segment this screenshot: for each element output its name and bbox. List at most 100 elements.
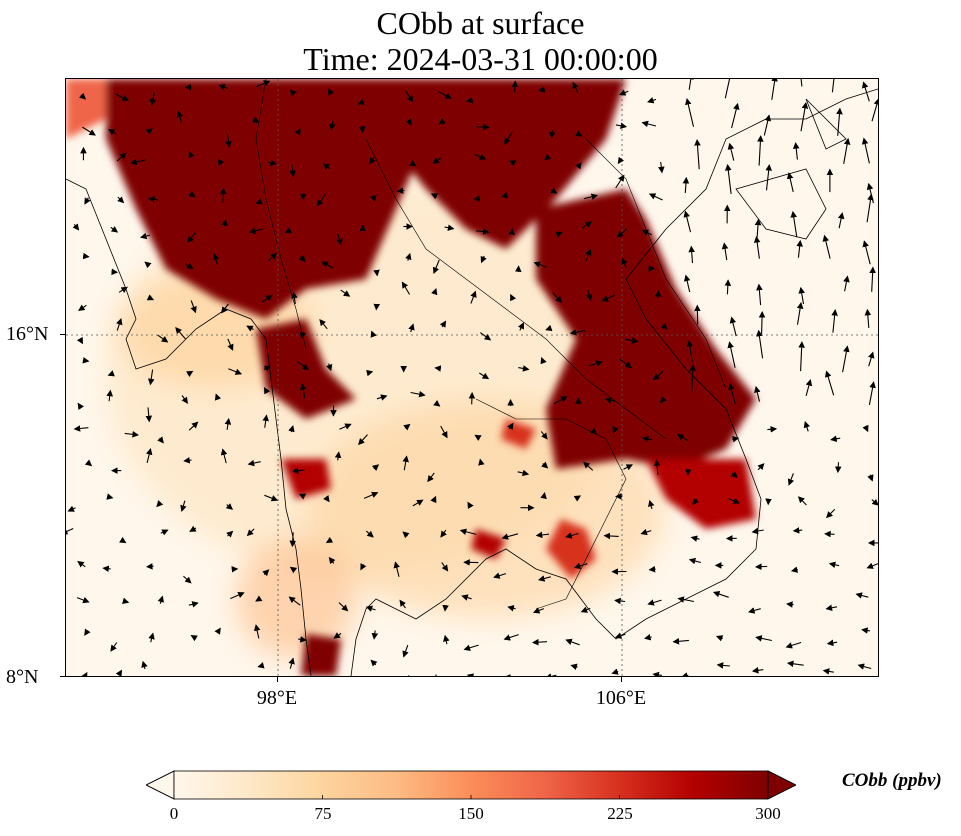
wind-arrow: [110, 226, 119, 233]
wind-arrow: [603, 532, 619, 540]
wind-arrow: [731, 102, 740, 129]
wind-arrow: [871, 498, 878, 506]
wind-arrow: [433, 400, 441, 407]
wind-arrow: [82, 357, 90, 364]
wind-arrow: [507, 422, 514, 431]
wind-arrow: [102, 565, 111, 573]
wind-arrow: [405, 90, 414, 103]
wind-arrow: [842, 345, 850, 373]
wind-arrow: [728, 497, 740, 504]
wind-arrow: [82, 252, 90, 260]
wind-arrow: [694, 139, 701, 170]
wind-arrow: [797, 496, 807, 506]
wind-arrow: [478, 458, 485, 466]
wind-arrow: [402, 455, 409, 471]
wind-arrow: [624, 337, 639, 344]
wind-arrow: [507, 605, 516, 612]
wind-arrow: [147, 369, 155, 386]
wind-arrow: [724, 279, 732, 295]
wind-arrow: [107, 128, 117, 136]
wind-arrow: [299, 383, 307, 398]
wind-arrow: [552, 292, 563, 303]
wind-arrow: [67, 505, 76, 512]
wind-arrow: [255, 80, 271, 88]
wind-arrow: [822, 234, 831, 259]
wind-arrow: [727, 341, 736, 368]
wind-arrow: [288, 657, 295, 669]
wind-arrow: [824, 530, 835, 538]
wind-arrow: [800, 79, 803, 87]
wind-arrow: [730, 471, 739, 479]
wind-arrow: [157, 436, 164, 444]
wind-arrow: [683, 210, 692, 233]
wind-arrow: [862, 240, 871, 265]
wind-arrow: [504, 131, 513, 145]
wind-arrow: [185, 370, 194, 378]
wind-arrow: [357, 98, 365, 105]
wind-arrow: [623, 464, 633, 471]
wind-arrow: [756, 283, 763, 306]
wind-arrow: [263, 365, 272, 372]
wind-arrow: [758, 311, 766, 334]
wind-arrow: [190, 635, 198, 642]
wind-arrow: [583, 461, 594, 471]
wind-arrow: [540, 431, 548, 440]
wind-arrow: [246, 528, 255, 537]
wind-arrow: [544, 673, 557, 676]
colorbar-label: CObb (ppbv): [842, 770, 942, 791]
wind-arrow: [145, 448, 153, 464]
wind-arrow: [792, 527, 803, 534]
wind-arrow: [73, 425, 89, 432]
colorbar-gradient: [173, 770, 769, 800]
wind-arrow: [288, 596, 301, 606]
wind-arrow: [294, 128, 301, 136]
lon-label-106: 106°E: [595, 687, 647, 709]
wind-arrow: [288, 425, 295, 433]
wind-arrow: [340, 289, 351, 297]
wind-arrow: [78, 304, 87, 312]
wind-arrow: [328, 88, 335, 96]
wind-arrow: [748, 607, 761, 614]
wind-arrow: [262, 569, 270, 577]
wind-arrow: [328, 556, 336, 565]
gridlines: [66, 79, 878, 676]
wind-arrow: [146, 294, 155, 301]
wind-arrow: [540, 492, 547, 500]
wind-arrow: [509, 159, 517, 167]
colorbar-tick-300: 300: [755, 804, 781, 823]
wind-vector-field: [66, 79, 878, 676]
wind-arrow: [183, 575, 192, 584]
wind-arrow: [688, 557, 702, 565]
wind-arrow: [358, 125, 366, 134]
wind-arrow: [402, 644, 409, 658]
wind-arrow: [116, 152, 127, 162]
wind-arrow: [479, 372, 490, 380]
wind-arrow: [647, 599, 662, 606]
wind-arrow: [572, 81, 579, 93]
wind-arrow: [786, 172, 794, 193]
wind-arrow: [148, 632, 155, 643]
wind-arrow: [470, 290, 477, 304]
wind-arrow: [84, 197, 91, 205]
wind-arrow: [796, 302, 804, 325]
wind-arrow: [459, 528, 477, 535]
wind-arrow: [77, 560, 86, 568]
wind-arrow: [78, 92, 87, 100]
lon-tick-98: [277, 677, 278, 682]
wind-arrow: [434, 365, 442, 372]
wind-arrow: [866, 562, 878, 569]
wind-arrow: [393, 561, 400, 577]
lon-tick-106: [621, 677, 622, 682]
wind-arrow: [263, 387, 271, 395]
wind-arrow: [188, 151, 195, 159]
wind-arrow: [682, 176, 690, 194]
wind-arrow: [683, 274, 691, 293]
wind-arrow: [81, 671, 88, 676]
wind-arrow: [843, 275, 850, 292]
wind-arrow: [218, 159, 225, 167]
wind-arrow: [226, 530, 234, 538]
wind-arrow: [754, 218, 762, 238]
map-panel[interactable]: [65, 78, 879, 677]
wind-arrow: [333, 632, 342, 639]
wind-arrow: [408, 323, 415, 333]
